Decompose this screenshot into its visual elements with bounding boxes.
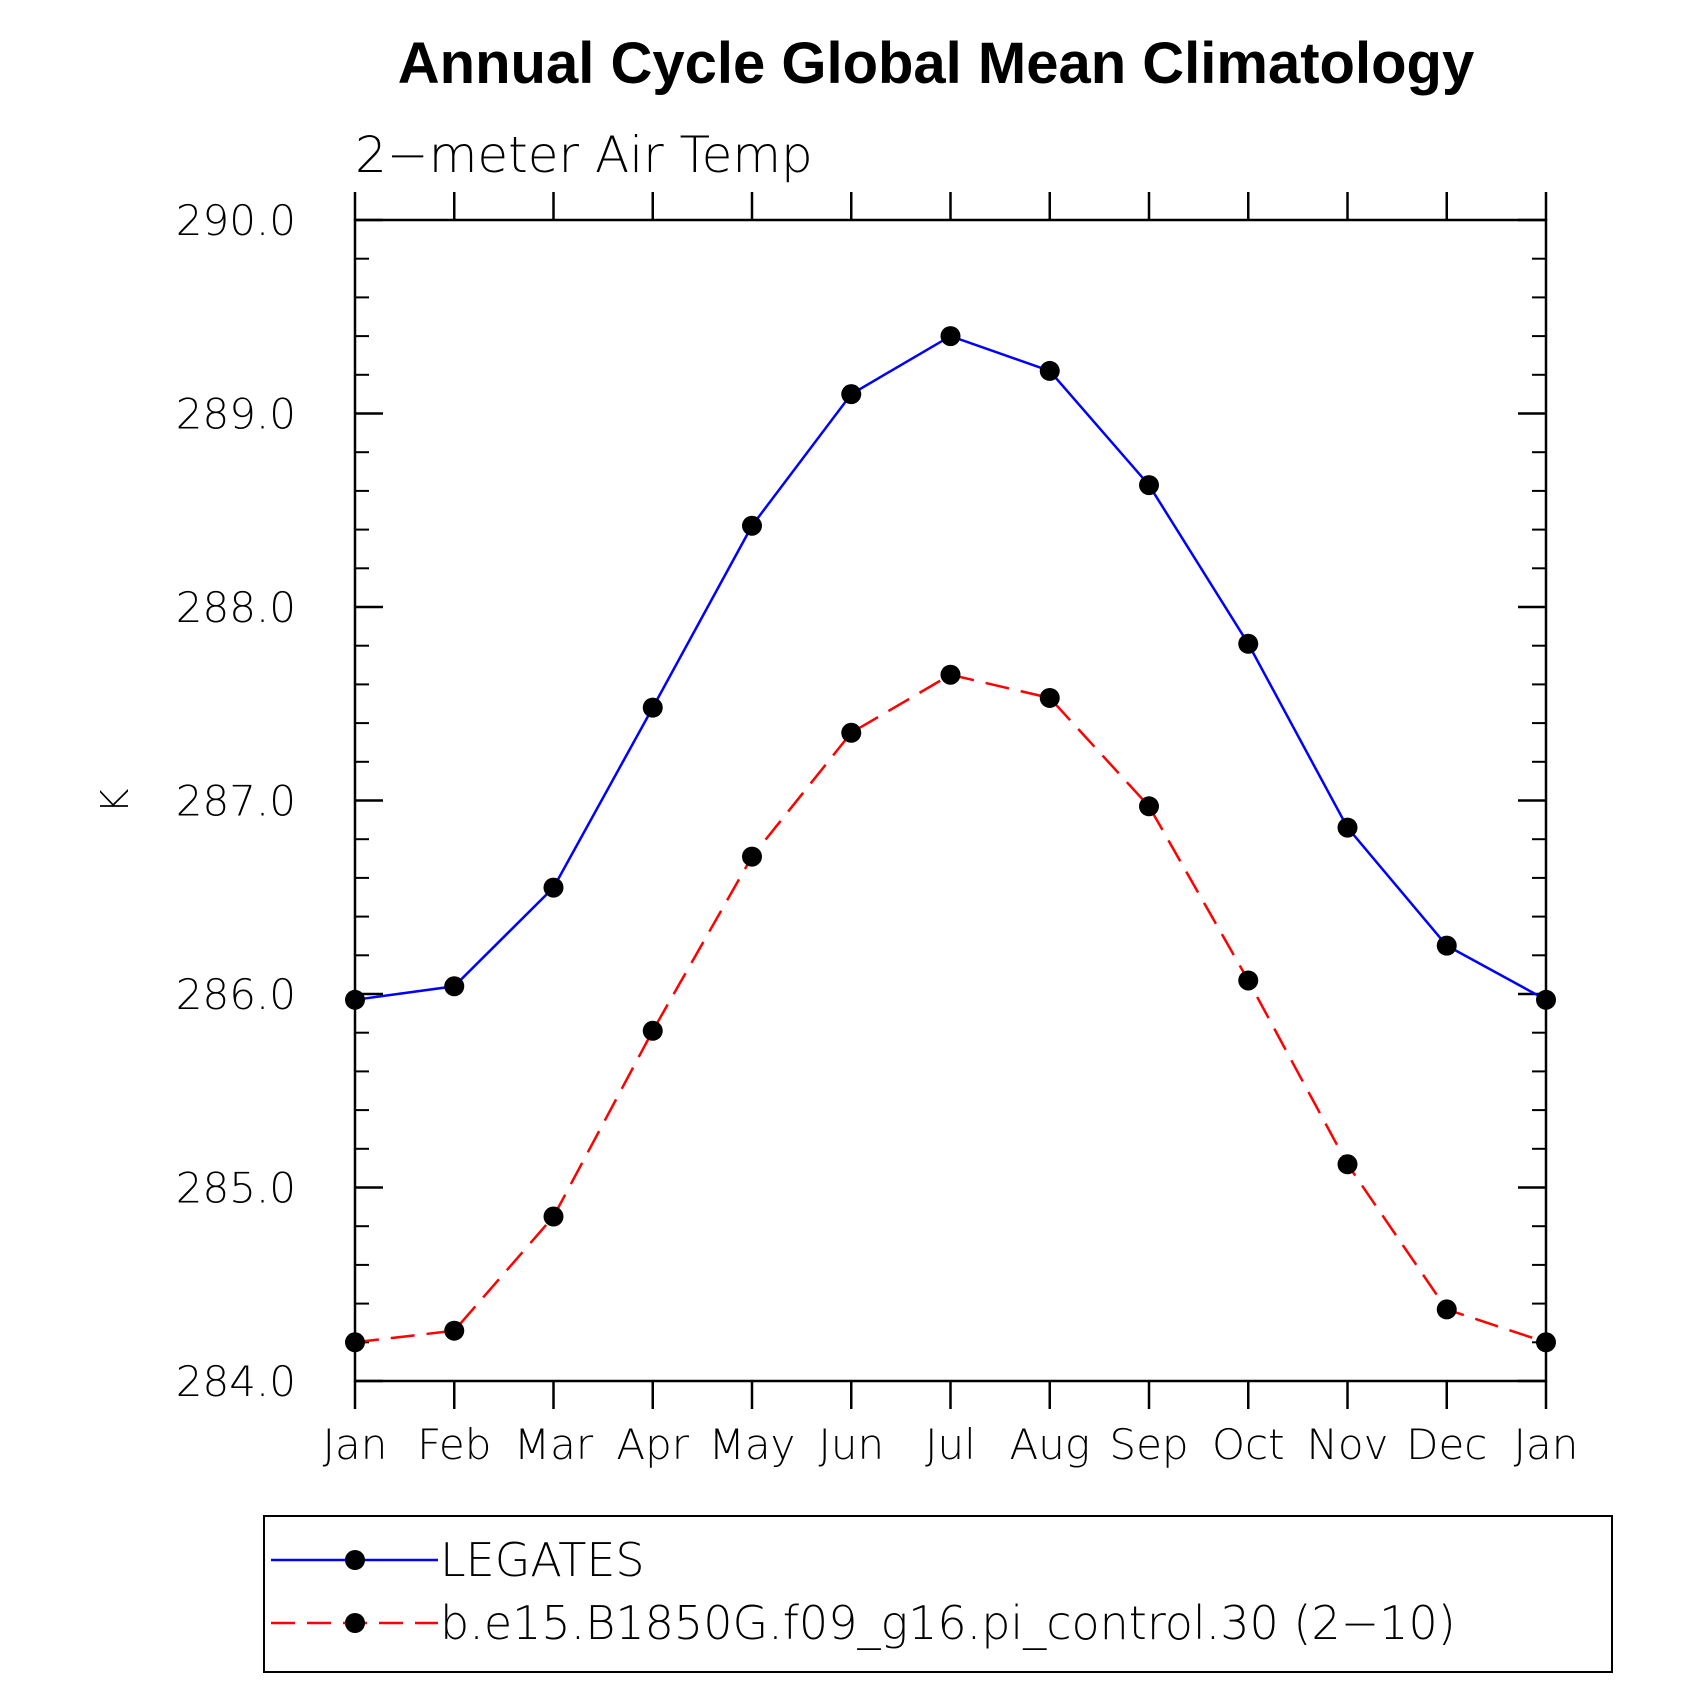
- data-point: [1238, 970, 1259, 991]
- legend-swatch-marker: [345, 1550, 365, 1570]
- x-tick-label: Sep: [1109, 1420, 1188, 1469]
- data-point: [1436, 935, 1457, 956]
- data-point: [444, 1320, 465, 1341]
- data-point: [940, 326, 961, 347]
- x-tick-label: Apr: [616, 1420, 689, 1469]
- y-tick-label: 290.0: [176, 196, 296, 245]
- data-point: [1436, 1299, 1457, 1320]
- legend-label: b.e15.B1850G.f09_g16.pi_control.30 (2−10…: [440, 1596, 1456, 1650]
- data-point: [444, 976, 465, 997]
- ticks: 284.0 285.0 286.0 287.0 288.0 289.0 290.0 Jan Fe…: [176, 192, 1579, 1469]
- y-tick-label: 285.0: [176, 1164, 296, 1213]
- chart-subtitle: 2−meter Air Temp: [355, 126, 813, 184]
- x-tick-label: Jan: [1514, 1420, 1579, 1469]
- x-tick-label: Jul: [925, 1420, 976, 1469]
- data-point: [1536, 989, 1556, 1010]
- x-tick-label: Dec: [1406, 1420, 1487, 1469]
- data-point: [1337, 1154, 1358, 1175]
- data-point: [345, 1332, 365, 1353]
- data-point: [1039, 687, 1060, 708]
- y-tick-label: 284.0: [176, 1357, 296, 1406]
- series-layer: [345, 326, 1556, 1353]
- data-point: [1039, 360, 1060, 381]
- x-tick-label: Oct: [1212, 1420, 1285, 1469]
- data-point: [1238, 633, 1259, 654]
- x-tick-label: Jan: [323, 1420, 388, 1469]
- series-1: [345, 326, 1556, 1010]
- data-point: [841, 722, 862, 743]
- x-tick-label: Aug: [1009, 1420, 1090, 1469]
- legend: LEGATES b.e15.B1850G.f09_g16.pi_control.3…: [263, 1515, 1613, 1673]
- plot-frame: [353, 218, 1548, 1383]
- y-axis-label: K: [93, 788, 137, 813]
- y-tick-label: 287.0: [176, 777, 296, 826]
- series-2: [345, 664, 1556, 1353]
- data-point: [1139, 796, 1159, 817]
- data-point: [345, 989, 365, 1010]
- data-point: [543, 877, 564, 898]
- x-tick-label: May: [709, 1420, 796, 1469]
- series-line: [354, 673, 1547, 1344]
- axes: [353, 218, 1548, 1383]
- x-tick-label: Jun: [818, 1420, 884, 1469]
- data-point: [940, 664, 961, 685]
- chart-title: Annual Cycle Global Mean Climatology: [398, 31, 1474, 96]
- data-point: [1536, 1332, 1556, 1353]
- data-point: [642, 1020, 663, 1041]
- data-point: [1139, 475, 1159, 496]
- data-point: [543, 1206, 564, 1227]
- legend-swatch-marker: [345, 1613, 365, 1633]
- data-point: [742, 515, 762, 536]
- data-point: [742, 846, 762, 867]
- data-point: [642, 697, 663, 718]
- y-tick-label: 289.0: [176, 390, 296, 439]
- legend-label: LEGATES: [440, 1533, 645, 1587]
- legend-box: [263, 1515, 1613, 1673]
- data-point: [1337, 817, 1358, 838]
- x-tick-label: Nov: [1307, 1420, 1389, 1469]
- data-point: [841, 384, 862, 405]
- y-tick-label: 288.0: [176, 583, 296, 632]
- x-tick-label: Feb: [417, 1420, 491, 1469]
- y-tick-label: 286.0: [176, 970, 296, 1019]
- x-tick-label: Mar: [514, 1420, 594, 1469]
